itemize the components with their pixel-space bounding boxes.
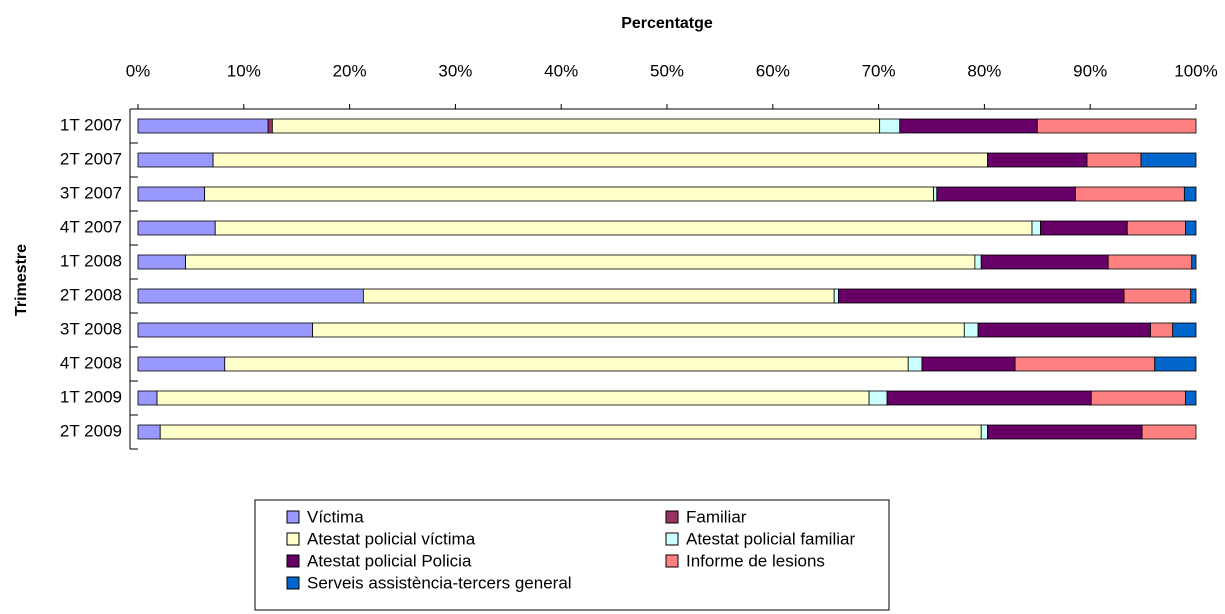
x-tick-label: 90% <box>1073 61 1107 80</box>
bar-segment <box>886 390 1092 406</box>
bar-segment <box>312 322 965 338</box>
bar-segment <box>185 254 976 270</box>
legend-label: Atestat policial Policia <box>307 551 472 570</box>
y-tick-label: 3T 2008 <box>60 319 122 338</box>
bar-segment <box>1126 220 1186 236</box>
bar-segment <box>1183 186 1197 202</box>
bar-segment <box>271 118 881 134</box>
bar-segment <box>921 356 1016 372</box>
legend-swatch <box>286 532 300 546</box>
bar-segment <box>1086 152 1142 168</box>
bar-segment <box>137 390 158 406</box>
x-tick-label: 0% <box>126 61 151 80</box>
bar-segment <box>868 390 888 406</box>
bar-segment <box>1107 254 1193 270</box>
bar-segment <box>137 186 206 202</box>
bar-segment <box>933 186 938 202</box>
y-tick-label: 1T 2008 <box>60 251 122 270</box>
bar-segment <box>1040 220 1128 236</box>
bar-segment <box>974 254 982 270</box>
x-tick-label: 10% <box>227 61 261 80</box>
bar-segment <box>1154 356 1197 372</box>
y-tick-label: 3T 2007 <box>60 183 122 202</box>
x-tick-label: 50% <box>650 61 684 80</box>
bar-segment <box>1140 152 1197 168</box>
bar-segment <box>137 424 161 440</box>
y-tick-label: 1T 2009 <box>60 387 122 406</box>
bar-segment <box>1074 186 1185 202</box>
y-tick-label: 2T 2009 <box>60 421 122 440</box>
bar-segment <box>980 254 1109 270</box>
x-tick-label: 20% <box>333 61 367 80</box>
bar-segment <box>837 288 1125 304</box>
y-tick-label: 4T 2008 <box>60 353 122 372</box>
legend-box <box>254 499 890 611</box>
bar-segment <box>977 322 1151 338</box>
x-tick-label: 40% <box>544 61 578 80</box>
bar-segment <box>1014 356 1156 372</box>
bar-segment <box>1185 220 1197 236</box>
legend-label: Familiar <box>686 507 747 526</box>
bar-segment <box>137 288 364 304</box>
bar-segment <box>362 288 835 304</box>
x-tick-label: 80% <box>967 61 1001 80</box>
bar-segment <box>1172 322 1197 338</box>
bar-segment <box>936 186 1076 202</box>
bar-segment <box>156 390 870 406</box>
bar-segment <box>137 118 269 134</box>
bar-segment <box>1190 288 1197 304</box>
bar-segment <box>879 118 901 134</box>
y-tick-label: 1T 2007 <box>60 115 122 134</box>
bar-segment <box>907 356 923 372</box>
bar-segment <box>1191 254 1197 270</box>
bar-segment <box>214 220 1033 236</box>
y-axis-title: Trimestre <box>13 244 30 316</box>
y-tick-label: 2T 2008 <box>60 285 122 304</box>
bar-segment <box>899 118 1038 134</box>
legend-swatch <box>665 510 679 524</box>
bar-segment <box>137 322 313 338</box>
bar-segment <box>137 152 214 168</box>
bar-segment <box>1185 390 1197 406</box>
y-tick-label: 4T 2007 <box>60 217 122 236</box>
legend-swatch <box>286 554 300 568</box>
bar-segment <box>212 152 988 168</box>
x-tick-label: 30% <box>438 61 472 80</box>
bar-segment <box>1031 220 1041 236</box>
bar-segment <box>137 220 216 236</box>
x-tick-label: 60% <box>756 61 790 80</box>
bar-segment <box>963 322 979 338</box>
y-tick-label: 2T 2007 <box>60 149 122 168</box>
bar-segment <box>204 186 935 202</box>
x-tick-label: 70% <box>862 61 896 80</box>
bar-segment <box>137 356 226 372</box>
legend-swatch <box>286 510 300 524</box>
axis-title: Percentatge <box>621 15 713 32</box>
bar-segment <box>980 424 988 440</box>
legend-label: Atestat policial víctima <box>307 529 476 548</box>
legend-swatch <box>665 554 679 568</box>
legend-label: Informe de lesions <box>686 551 825 570</box>
bar-segment <box>1150 322 1174 338</box>
bar-segment <box>1090 390 1186 406</box>
x-tick-label: 100% <box>1174 61 1217 80</box>
bar-segment <box>987 152 1088 168</box>
legend-label: Serveis assistència-tercers general <box>307 573 572 592</box>
bar-segment <box>1141 424 1197 440</box>
legend-label: Atestat policial familiar <box>686 529 855 548</box>
legend-swatch <box>665 532 679 546</box>
bar-segment <box>1123 288 1192 304</box>
bar-segment <box>987 424 1143 440</box>
legend-label: Víctima <box>307 507 364 526</box>
bar-segment <box>1036 118 1197 134</box>
bar-segment <box>833 288 839 304</box>
bar-segment <box>137 254 187 270</box>
bar-segment <box>224 356 909 372</box>
bar-segment <box>159 424 982 440</box>
legend-swatch <box>286 576 300 590</box>
bar-segment <box>267 118 273 134</box>
